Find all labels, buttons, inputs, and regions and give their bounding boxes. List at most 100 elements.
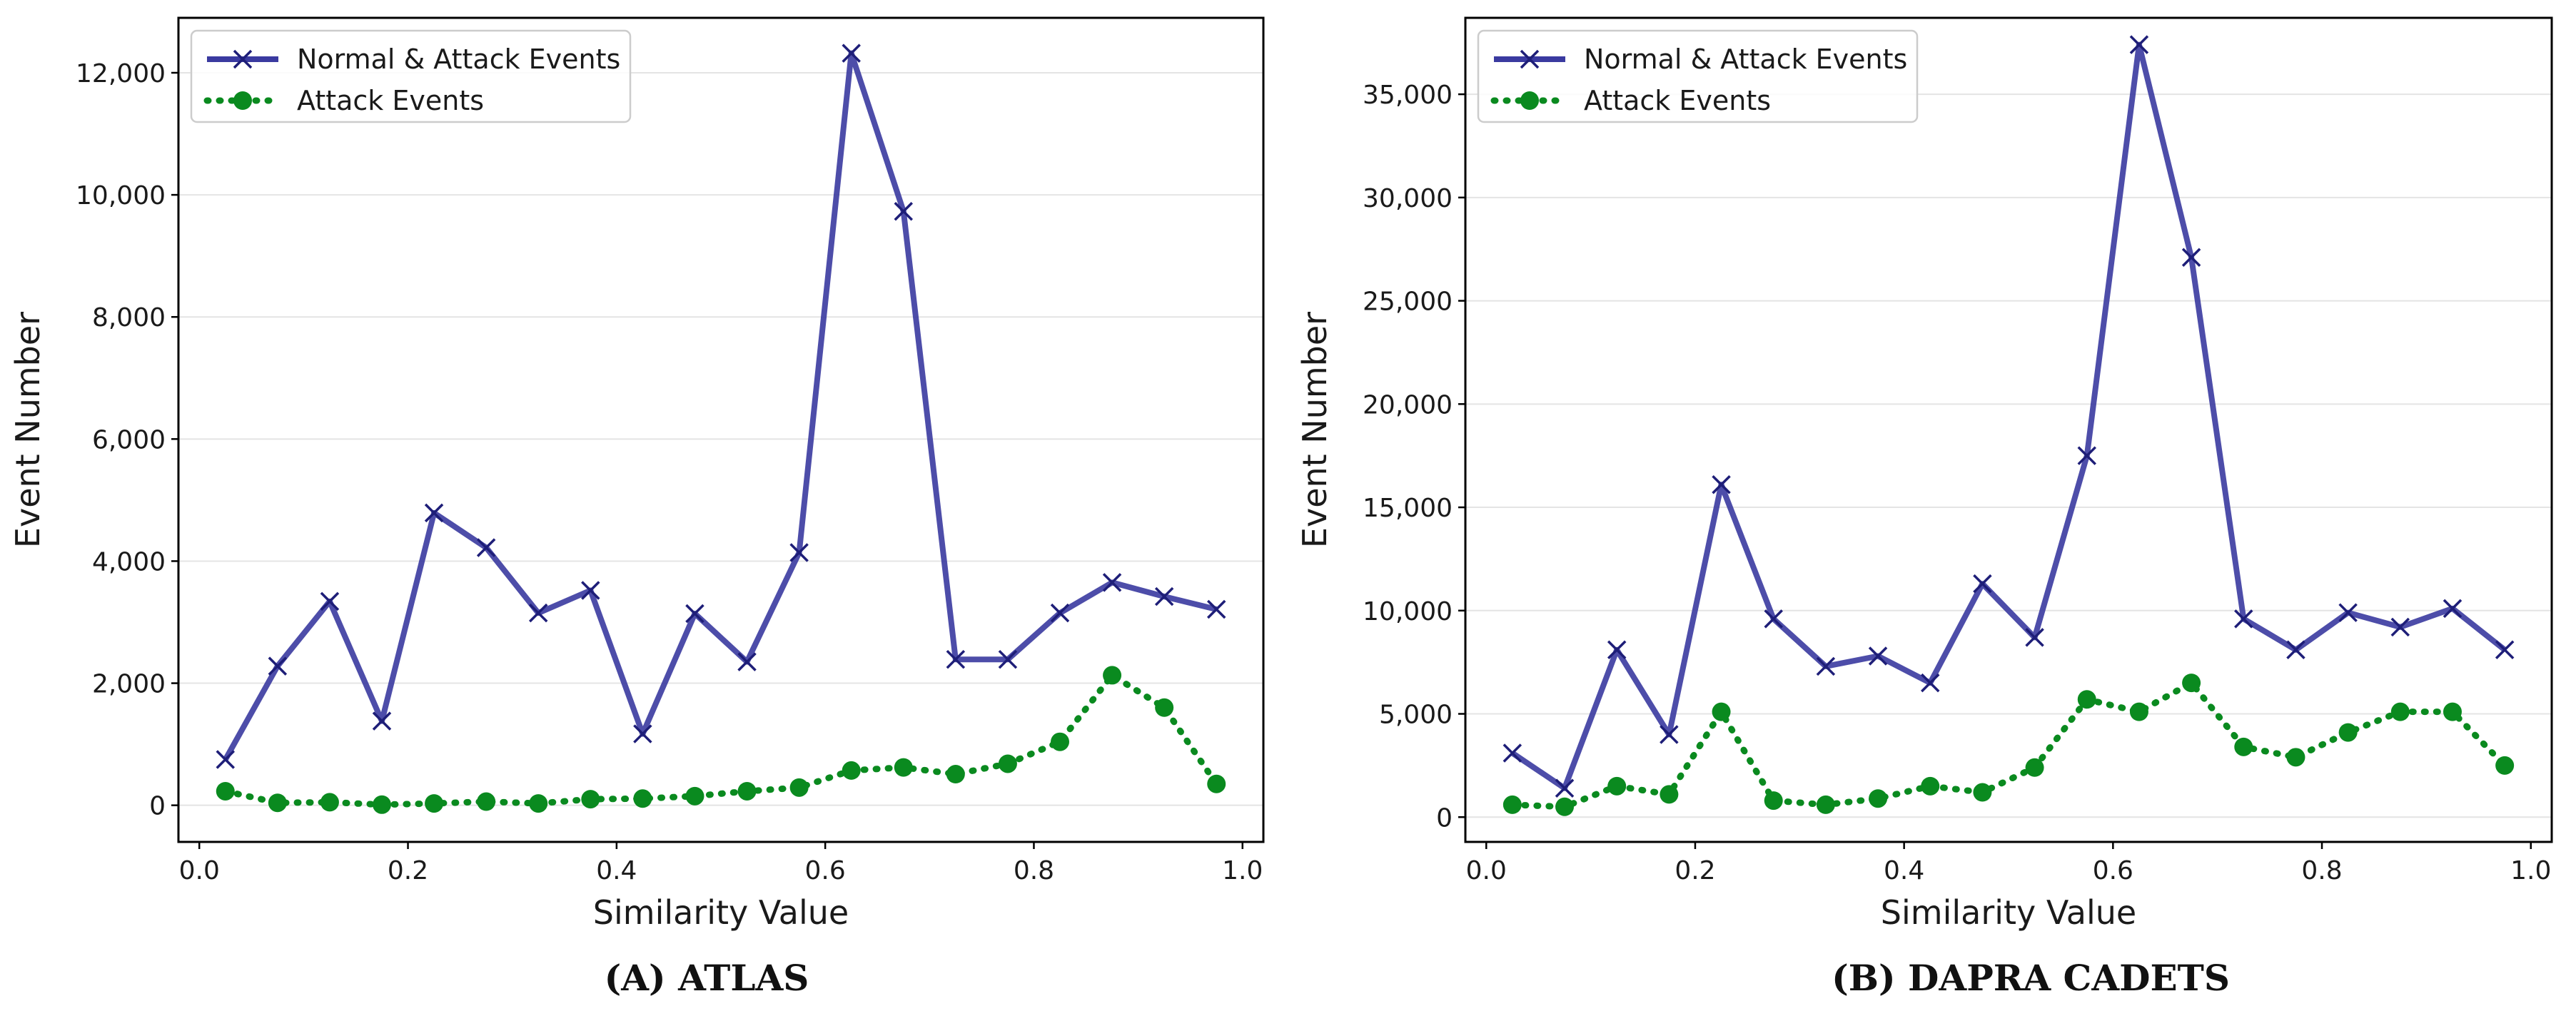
x-tick-label: 0.8: [2301, 856, 2342, 885]
x-tick-label: 0.6: [805, 856, 846, 885]
x-axis-label: Similarity Value: [1881, 893, 2136, 932]
data-point-attack-events: [320, 793, 339, 812]
x-tick-label: 0.0: [179, 856, 220, 885]
data-point-normal-attack-events: [1816, 656, 1836, 676]
data-point-attack-events: [2443, 702, 2462, 721]
chart-panel-dapra-cadets: 0 5,000 10,000 15,000 20,000 25,000 30,000 35,0…: [1295, 16, 2553, 999]
y-tick-label: 8,000: [92, 303, 166, 332]
legend-marker: [233, 91, 252, 110]
y-tick-label: 12,000: [76, 59, 166, 88]
data-point-attack-events: [268, 793, 287, 813]
y-tick-label: 20,000: [1363, 390, 1453, 420]
data-point-normal-attack-events: [633, 724, 652, 743]
y-tick-label: 6,000: [92, 425, 166, 454]
data-point-normal-attack-events: [2338, 603, 2358, 622]
data-point-attack-events: [2234, 737, 2253, 756]
legend-marker: [233, 49, 253, 69]
data-point-normal-attack-events: [2443, 599, 2463, 619]
y-tick-label: 25,000: [1363, 288, 1453, 317]
data-point-attack-events: [1207, 774, 1226, 793]
data-point-attack-events: [685, 786, 704, 806]
x-tick-label: 0.4: [1884, 856, 1924, 885]
series-line-normal-attack-events: [223, 50, 1218, 761]
y-tick-label: 0: [1436, 803, 1453, 833]
data-point-normal-attack-events: [946, 649, 966, 669]
plot-frame: [1464, 16, 2553, 843]
y-tick-label: 35,000: [1363, 81, 1453, 110]
data-point-attack-events: [1051, 732, 1069, 751]
data-point-normal-attack-events: [789, 543, 809, 562]
data-point-attack-events: [1816, 795, 1835, 814]
legend-box: [1477, 29, 1919, 123]
data-point-attack-events: [2495, 756, 2515, 775]
data-point-attack-events: [737, 781, 757, 801]
data-point-normal-attack-events: [998, 649, 1018, 669]
data-point-normal-attack-events: [737, 652, 757, 671]
chart-panel-atlas: 0 2,000 4,000 6,000 8,000 10,000 12,000 0.0 0.2 0…: [9, 16, 1265, 999]
y-axis-label: Event Number: [9, 312, 47, 548]
data-point-attack-events: [894, 758, 913, 777]
data-point-normal-attack-events: [1973, 574, 1992, 594]
data-point-attack-events: [998, 754, 1017, 773]
data-point-normal-attack-events: [2390, 617, 2410, 637]
data-point-normal-attack-events: [2495, 640, 2515, 660]
legend-label: Attack Events: [297, 85, 484, 116]
data-point-normal-attack-events: [424, 503, 444, 523]
data-point-attack-events: [1555, 797, 1575, 816]
data-point-normal-attack-events: [1607, 640, 1627, 660]
data-point-attack-events: [2025, 758, 2044, 777]
data-point-attack-events: [216, 781, 235, 801]
data-point-normal-attack-events: [1102, 573, 1122, 592]
data-point-attack-events: [581, 790, 600, 809]
data-point-attack-events: [2338, 723, 2358, 742]
y-tick-label: 10,000: [1363, 597, 1453, 626]
data-point-attack-events: [1921, 776, 1940, 796]
data-point-normal-attack-events: [372, 711, 392, 731]
y-tick-label: 30,000: [1363, 184, 1453, 213]
data-point-attack-events: [633, 789, 652, 808]
data-point-normal-attack-events: [1154, 586, 1174, 606]
data-point-normal-attack-events: [581, 581, 600, 600]
x-tick-label: 1.0: [2510, 856, 2551, 885]
data-point-normal-attack-events: [1712, 474, 1731, 494]
data-point-attack-events: [2129, 702, 2148, 721]
x-axis-label: Similarity Value: [593, 893, 849, 932]
panel-caption: (B) DAPRA CADETS: [1832, 957, 2230, 999]
data-point-normal-attack-events: [1921, 673, 1940, 693]
data-point-attack-events: [946, 765, 965, 784]
data-point-attack-events: [1764, 791, 1783, 811]
data-point-normal-attack-events: [528, 603, 548, 623]
data-point-attack-events: [1502, 795, 1522, 814]
x-tick-label: 0.4: [596, 856, 637, 885]
data-point-attack-events: [842, 761, 861, 780]
data-point-normal-attack-events: [2025, 628, 2044, 647]
data-point-attack-events: [1712, 702, 1731, 721]
data-point-attack-events: [1607, 776, 1627, 796]
data-point-attack-events: [477, 792, 496, 811]
legend-label: Normal & Attack Events: [297, 44, 620, 75]
data-point-attack-events: [1155, 698, 1174, 717]
y-axis-label: Event Number: [1295, 312, 1334, 548]
series-line-normal-attack-events: [1510, 41, 2507, 791]
x-tick-label: 0.8: [1014, 856, 1054, 885]
plot-frame: [177, 16, 1265, 843]
data-point-normal-attack-events: [1868, 646, 1888, 666]
data-point-attack-events: [529, 794, 548, 813]
data-point-normal-attack-events: [894, 201, 914, 221]
series-line-attack-events: [222, 671, 1220, 808]
data-point-normal-attack-events: [216, 750, 236, 769]
data-point-normal-attack-events: [1502, 743, 1522, 763]
data-point-normal-attack-events: [2234, 609, 2253, 629]
legend-label: Normal & Attack Events: [1584, 44, 1907, 75]
data-point-attack-events: [2182, 674, 2201, 693]
x-tick-label: 0.2: [1675, 856, 1715, 885]
data-point-normal-attack-events: [320, 591, 340, 611]
x-tick-label: 0.2: [388, 856, 428, 885]
data-point-normal-attack-events: [685, 604, 704, 624]
data-point-attack-events: [2390, 702, 2410, 721]
data-point-normal-attack-events: [1764, 609, 1783, 629]
legend-label: Attack Events: [1584, 85, 1771, 116]
data-point-attack-events: [1103, 666, 1122, 685]
x-tick-label: 0.0: [1466, 856, 1507, 885]
y-tick-label: 4,000: [92, 547, 166, 576]
